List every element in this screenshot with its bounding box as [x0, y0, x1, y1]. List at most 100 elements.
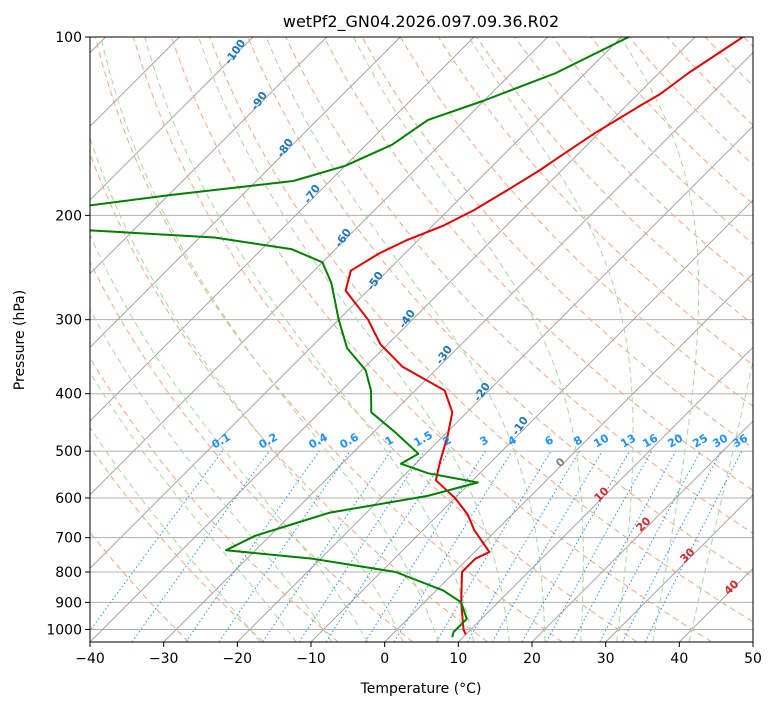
moist-adiabat-label: 0 — [553, 455, 568, 470]
moist-adiabat-label: 20 — [634, 514, 654, 534]
moist-adiabats — [90, 37, 753, 642]
mixing-ratio-line — [599, 450, 701, 642]
dewpoint-line — [90, 37, 630, 638]
dry-adiabat-label: -40 — [396, 307, 418, 331]
dry-adiabat — [323, 37, 753, 491]
moist-adiabat-label: 30 — [678, 545, 698, 565]
dry-adiabat — [90, 260, 414, 642]
mixing-ratio-line — [572, 450, 677, 642]
dry-adiabat — [552, 37, 753, 245]
mixing-ratio-label: 3 — [478, 433, 491, 448]
isotherm — [310, 199, 753, 642]
y-tick-label: 800 — [55, 565, 82, 581]
mixing-ratio-label: 8 — [572, 433, 585, 448]
mixing-ratio-label: 13 — [618, 432, 638, 451]
moist-adiabat — [90, 136, 404, 642]
dry-adiabat — [209, 37, 753, 623]
dry-adiabat-label: -80 — [274, 136, 296, 160]
y-axis-ticks: 100 200 300 400 500 600 700 800 900 1000 — [46, 30, 90, 638]
y-tick-label: 700 — [55, 531, 82, 547]
mixing-ratio-label: 25 — [690, 432, 710, 451]
mixing-ratio-line — [393, 450, 513, 642]
mixing-ratio-line — [218, 450, 351, 642]
plot-area: 0.1 0.2 0.4 0.6 1 1.5 2 3 4 6 8 10 13 16 20 25 30 36-100-… — [90, 37, 753, 642]
isotherms — [90, 37, 753, 642]
moist-adiabat — [265, 37, 546, 642]
dry-adiabat-label: -90 — [248, 89, 270, 113]
moist-adiabat — [90, 308, 333, 642]
dry-adiabat — [90, 531, 190, 642]
y-tick-label: 200 — [55, 208, 82, 224]
isotherm — [90, 37, 401, 348]
dry-adiabat — [171, 37, 712, 642]
dry-adiabat — [704, 37, 753, 87]
plot-frame — [89, 36, 754, 643]
isotherm — [90, 37, 622, 569]
dry-adiabat — [90, 356, 339, 642]
mixing-ratio-label: 36 — [730, 431, 750, 450]
x-tick-label: 30 — [597, 651, 615, 667]
dry-adiabat — [247, 37, 753, 578]
x-tick-label: 0 — [380, 651, 389, 667]
mixing-ratio-label: 0.4 — [307, 430, 331, 451]
mixing-ratio-line — [435, 450, 552, 642]
x-tick-label: −40 — [75, 651, 105, 667]
pressure-gridlines — [90, 37, 753, 630]
mixing-ratio-label: 1.5 — [412, 428, 435, 449]
mixing-ratio-label: 30 — [710, 431, 730, 450]
y-tick-label: 600 — [55, 491, 82, 507]
dry-adiabat — [94, 37, 563, 642]
y-tick-label: 1000 — [46, 622, 82, 638]
moist-adiabat — [90, 371, 297, 642]
mixing-ratio-label: 10 — [591, 431, 611, 450]
x-tick-label: −10 — [296, 651, 326, 667]
isotherm — [237, 125, 753, 642]
moist-adiabat-label: 40 — [722, 577, 742, 597]
dry-adiabat-label: -100 — [222, 37, 249, 67]
dry-adiabat — [743, 37, 753, 48]
line-labels: 0.1 0.2 0.4 0.6 1 1.5 2 3 4 6 8 10 13 16 20 25 30 36-100-… — [210, 37, 751, 598]
dry-adiabat-label: -20 — [471, 380, 493, 404]
isotherm — [384, 273, 753, 642]
x-tick-label: 20 — [523, 651, 541, 667]
isotherm — [90, 37, 254, 201]
dry-adiabat — [90, 152, 488, 642]
isotherm — [752, 641, 753, 642]
x-tick-label: −20 — [223, 651, 253, 667]
dry-adiabat — [285, 37, 753, 535]
sounding-series — [90, 37, 744, 638]
mixing-ratio-line — [521, 450, 630, 642]
mixing-ratio-line — [644, 450, 743, 642]
mixing-ratio-line — [325, 450, 450, 642]
mixing-ratio-label: 1 — [383, 433, 396, 448]
dry-adiabats — [90, 37, 753, 642]
dry-adiabat-label: -70 — [301, 182, 323, 206]
y-tick-label: 300 — [55, 313, 82, 329]
temperature-line — [344, 37, 744, 635]
y-axis-label: Pressure (hPa) — [12, 290, 28, 390]
dry-adiabat-label: -50 — [364, 269, 386, 293]
mixing-ratio-label: 2 — [441, 433, 454, 448]
moist-adiabat — [144, 37, 475, 642]
moist-adiabat — [620, 37, 700, 642]
y-tick-label: 900 — [55, 595, 82, 611]
moist-adiabat — [198, 37, 510, 642]
x-tick-label: 50 — [744, 651, 762, 667]
y-tick-label: 500 — [55, 444, 82, 460]
moist-adiabat — [688, 358, 753, 642]
mixing-ratio-line — [131, 450, 270, 642]
isotherm — [90, 37, 327, 275]
isotherm — [458, 346, 753, 642]
chart-title: wetPf2_GN04.2026.097.09.36.R02 — [283, 12, 559, 32]
mixing-ratio-line — [90, 450, 223, 632]
mixing-ratio-line — [262, 450, 392, 642]
moist-adiabat — [100, 37, 439, 642]
mixing-ratio-label: 20 — [665, 431, 685, 450]
moist-adiabat — [468, 37, 634, 642]
mixing-ratio-line — [185, 450, 320, 642]
moist-adiabat — [353, 37, 584, 642]
dry-adiabat — [132, 37, 638, 642]
isotherm — [605, 494, 753, 642]
dry-adiabat — [514, 37, 753, 285]
